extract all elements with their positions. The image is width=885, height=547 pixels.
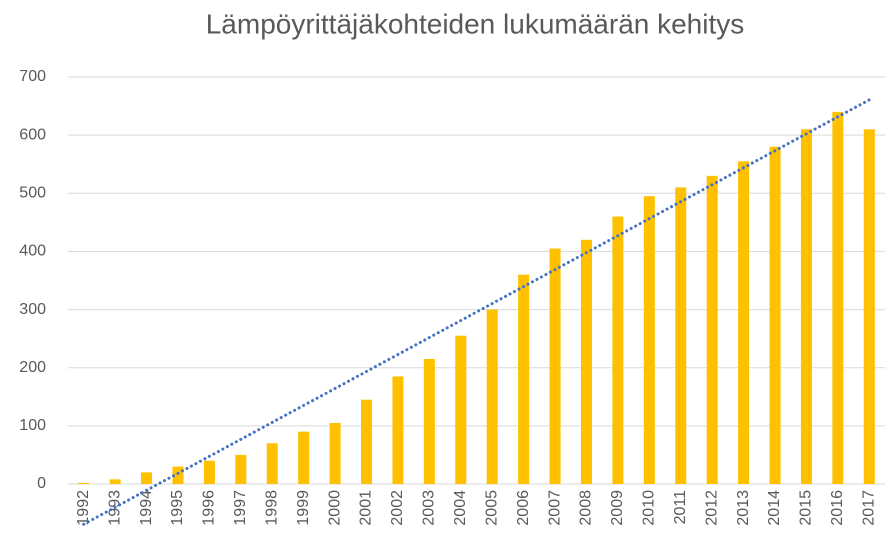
x-tick-label: 2001 bbox=[358, 490, 375, 526]
x-tick-label: 1997 bbox=[232, 490, 249, 526]
x-tick-label: 2007 bbox=[546, 490, 563, 526]
x-tick-label: 2006 bbox=[515, 490, 532, 526]
bar bbox=[361, 399, 373, 484]
x-tick-label: 2015 bbox=[798, 490, 815, 526]
x-tick-label: 1995 bbox=[169, 490, 186, 526]
bar bbox=[549, 248, 561, 484]
x-tick-label: 2000 bbox=[326, 490, 343, 526]
bar bbox=[455, 335, 467, 484]
x-tick-label: 2010 bbox=[641, 490, 658, 526]
trendline bbox=[82, 98, 871, 526]
bar bbox=[78, 482, 90, 484]
x-tick-label: 2016 bbox=[829, 490, 846, 526]
x-tick-label: 2002 bbox=[389, 490, 406, 526]
bar bbox=[518, 274, 530, 484]
x-tick-label: 1992 bbox=[75, 490, 92, 526]
x-tick-label: 2017 bbox=[861, 490, 878, 526]
x-tick-label: 2014 bbox=[766, 490, 783, 526]
x-tick-label: 1999 bbox=[295, 490, 312, 526]
bar bbox=[329, 422, 341, 484]
bar bbox=[580, 239, 592, 484]
bar bbox=[392, 376, 404, 484]
x-tick-label: 2011 bbox=[672, 490, 689, 525]
bar bbox=[486, 309, 498, 484]
y-tick-label: 700 bbox=[19, 68, 46, 85]
bar bbox=[738, 161, 750, 485]
x-tick-label: 2003 bbox=[421, 490, 438, 526]
x-tick-label: 2012 bbox=[703, 490, 720, 526]
x-tick-label: 1996 bbox=[201, 490, 218, 526]
bar bbox=[832, 111, 844, 484]
y-tick-label: 600 bbox=[19, 126, 46, 143]
bar bbox=[800, 129, 812, 485]
bar bbox=[266, 443, 278, 484]
bar bbox=[612, 216, 624, 485]
y-tick-label: 300 bbox=[19, 301, 46, 318]
y-tick-label: 500 bbox=[19, 185, 46, 202]
x-tick-label: 1994 bbox=[138, 490, 155, 526]
x-tick-label: 2005 bbox=[483, 490, 500, 526]
x-tick-label: 2009 bbox=[609, 490, 626, 526]
y-tick-label: 0 bbox=[37, 475, 46, 492]
bar bbox=[769, 146, 781, 484]
bar bbox=[203, 460, 215, 484]
y-tick-label: 200 bbox=[19, 359, 46, 376]
bar bbox=[235, 454, 247, 484]
x-tick-label: 2008 bbox=[578, 490, 595, 526]
bar bbox=[298, 431, 310, 484]
bar bbox=[423, 358, 435, 484]
bar bbox=[675, 187, 687, 484]
bar bbox=[109, 479, 121, 484]
y-tick-label: 400 bbox=[19, 243, 46, 260]
x-tick-label: 2013 bbox=[735, 490, 752, 526]
bar bbox=[706, 175, 718, 485]
chart-title: Lämpöyrittäjäkohteiden lukumäärän kehity… bbox=[206, 8, 745, 39]
bar bbox=[141, 472, 153, 484]
x-tick-label: 2004 bbox=[452, 490, 469, 526]
bar bbox=[643, 196, 655, 484]
bar bbox=[863, 129, 875, 485]
x-tick-label: 1998 bbox=[263, 490, 280, 526]
bar bbox=[172, 466, 184, 484]
y-tick-label: 100 bbox=[19, 417, 46, 434]
